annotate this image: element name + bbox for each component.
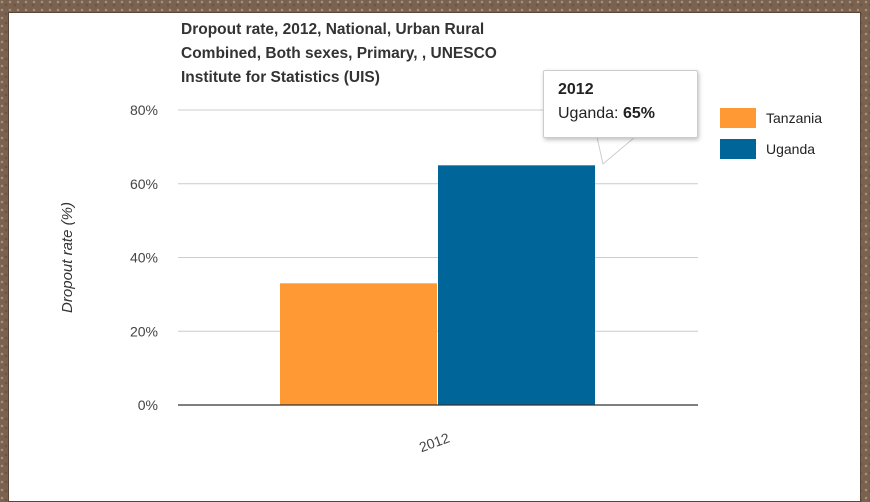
tooltip-pointer <box>597 137 636 165</box>
tooltip-title: 2012 <box>558 81 594 98</box>
bars[interactable] <box>280 165 595 405</box>
tooltip-series: Uganda: <box>558 105 619 122</box>
legend-swatch-tanzania <box>720 107 756 128</box>
bar-uganda-2012[interactable] <box>438 165 595 405</box>
y-tick-label: 0% <box>138 397 158 413</box>
chart-legend: Tanzania Uganda <box>720 107 822 169</box>
legend-label-tanzania: Tanzania <box>766 109 823 126</box>
legend-item-uganda[interactable]: Uganda <box>720 138 822 159</box>
y-tick-label: 60% <box>130 176 158 192</box>
bar-tanzania-2012[interactable] <box>280 283 437 405</box>
legend-swatch-uganda <box>720 138 756 159</box>
tooltip-value: 65% <box>622 105 655 122</box>
tooltip-line: Uganda: 65% <box>558 102 683 126</box>
legend-item-tanzania[interactable]: Tanzania <box>720 107 822 128</box>
legend-label-uganda: Uganda <box>766 140 816 157</box>
data-tooltip: 2012 Uganda: 65% <box>543 70 698 138</box>
y-tick-label: 20% <box>130 323 158 339</box>
chart-title: Dropout rate, 2012, National, Urban Rura… <box>181 21 497 86</box>
y-tick-label: 80% <box>130 102 158 118</box>
y-axis-label: Dropout rate (%) <box>59 202 76 313</box>
x-tick-label: 2012 <box>417 429 452 455</box>
y-tick-label: 40% <box>130 250 158 266</box>
